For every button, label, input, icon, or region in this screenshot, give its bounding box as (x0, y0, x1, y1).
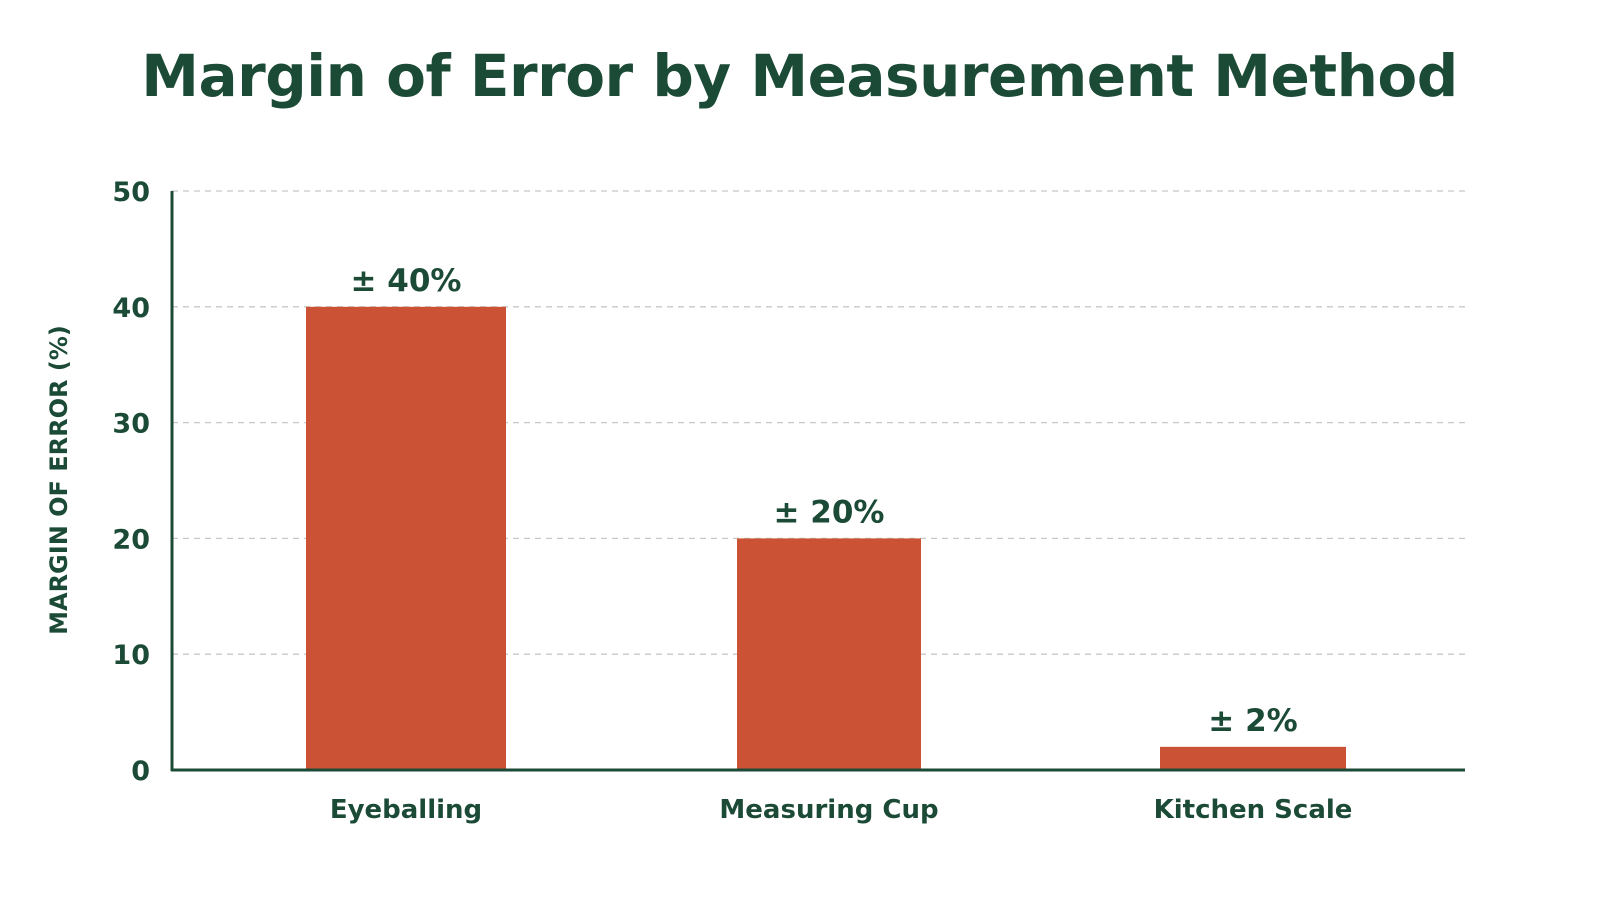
bar-eyeballing (306, 306, 506, 770)
y-tick-label: 10 (112, 640, 150, 671)
y-tick-label: 50 (112, 177, 150, 208)
y-tick-label: 0 (131, 756, 150, 787)
data-label: ± 20% (774, 494, 885, 530)
x-tick-label: Eyeballing (330, 795, 482, 825)
chart-title: Margin of Error by Measurement Method (141, 42, 1458, 110)
y-tick-label: 40 (112, 293, 150, 324)
data-label: ± 2% (1208, 703, 1297, 739)
y-tick-label: 20 (112, 524, 150, 555)
bar-measuring-cup (737, 538, 921, 770)
labels: 0 10 20 30 40 50 ± 40% Eyeballing ± 20% Measuring… (112, 177, 1352, 825)
x-tick-label: Kitchen Scale (1154, 795, 1353, 825)
y-tick-label: 30 (112, 409, 150, 440)
x-tick-label: Measuring Cup (719, 795, 938, 825)
bars (306, 306, 1346, 770)
axes (170, 191, 1465, 772)
y-axis-title: MARGIN OF ERROR (%) (45, 325, 73, 635)
data-label: ± 40% (351, 263, 462, 299)
bar-kitchen-scale (1160, 746, 1346, 770)
